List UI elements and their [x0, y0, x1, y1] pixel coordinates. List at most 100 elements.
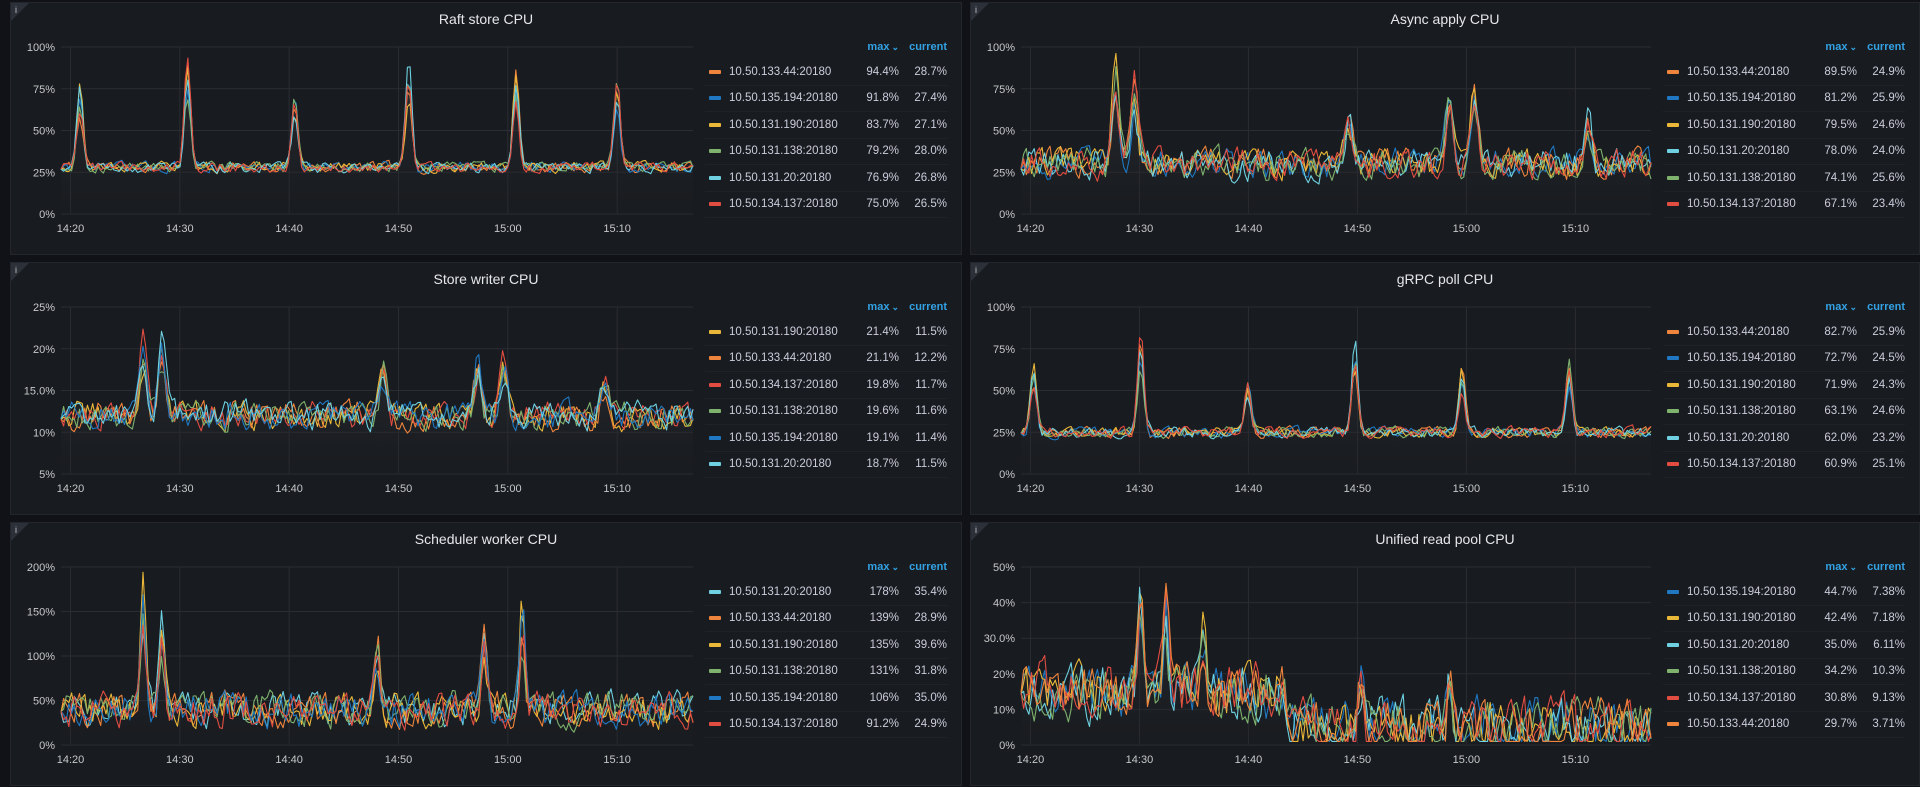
series-color-swatch[interactable] — [1667, 722, 1679, 727]
series-color-swatch[interactable] — [1667, 382, 1679, 387]
legend-series-name[interactable]: 10.50.131.138:20180 — [729, 665, 838, 678]
panel-title[interactable]: gRPC poll CPU — [1396, 271, 1494, 287]
series-color-swatch[interactable] — [709, 175, 721, 180]
series-color-swatch[interactable] — [709, 356, 721, 361]
legend-item[interactable]: 10.50.133.44:20180 29.7% 3.71% — [1663, 712, 1905, 738]
legend-item[interactable]: 10.50.131.20:20180 76.9% 26.8% — [705, 165, 947, 192]
legend-item[interactable]: 10.50.131.190:20180 135% 39.6% — [705, 632, 947, 659]
series-color-swatch[interactable] — [709, 722, 721, 727]
legend-series-name[interactable]: 10.50.131.138:20180 — [1687, 171, 1796, 184]
info-icon[interactable]: i — [971, 523, 989, 541]
graph[interactable]: 5% 10% 15.0% 20% 25% 14:20 14:30 14:40 14:50 15:0… — [11, 263, 963, 516]
legend-series-name[interactable]: 10.50.131.190:20180 — [729, 118, 838, 131]
series-color-swatch[interactable] — [709, 69, 721, 74]
series-color-swatch[interactable] — [709, 329, 721, 334]
info-icon[interactable]: i — [971, 3, 989, 21]
legend-item[interactable]: 10.50.134.137:20180 30.8% 9.13% — [1663, 685, 1905, 712]
series-color-swatch[interactable] — [709, 382, 721, 387]
legend-series-name[interactable]: 10.50.133.44:20180 — [729, 65, 832, 78]
legend-item[interactable]: 10.50.134.137:20180 75.0% 26.5% — [705, 192, 947, 218]
series-color-swatch[interactable] — [709, 616, 721, 621]
legend-item[interactable]: 10.50.133.44:20180 139% 28.9% — [705, 606, 947, 632]
legend-series-name[interactable]: 10.50.131.20:20180 — [729, 585, 832, 598]
graph[interactable]: 0% 25% 50% 75% 100% 14:20 14:30 14:40 14:50 15:00… — [971, 263, 1920, 516]
legend-sort-max[interactable]: max ⌄ — [1807, 41, 1857, 53]
legend-item[interactable]: 10.50.133.44:20180 82.7% 25.9% — [1663, 319, 1905, 346]
legend-series-name[interactable]: 10.50.133.44:20180 — [1687, 325, 1790, 338]
series-color-swatch[interactable] — [1667, 642, 1679, 647]
series-color-swatch[interactable] — [1667, 202, 1679, 207]
legend-item[interactable]: 10.50.135.194:20180 72.7% 24.5% — [1663, 346, 1905, 372]
legend-series-name[interactable]: 10.50.135.194:20180 — [1687, 352, 1796, 365]
series-color-swatch[interactable] — [709, 589, 721, 594]
series-color-swatch[interactable] — [709, 642, 721, 647]
series-color-swatch[interactable] — [1667, 122, 1679, 127]
legend-series-name[interactable]: 10.50.135.194:20180 — [1687, 585, 1796, 598]
legend-item[interactable]: 10.50.131.190:20180 71.9% 24.3% — [1663, 372, 1905, 399]
legend-sort-current[interactable]: current — [909, 561, 947, 573]
legend-item[interactable]: 10.50.133.44:20180 94.4% 28.7% — [705, 59, 947, 86]
legend-sort-max[interactable]: max ⌄ — [1807, 301, 1857, 313]
legend-series-name[interactable]: 10.50.134.137:20180 — [1687, 458, 1796, 471]
legend-series-name[interactable]: 10.50.131.190:20180 — [1687, 118, 1796, 131]
legend-sort-max[interactable]: max ⌄ — [1807, 561, 1857, 573]
info-icon[interactable]: i — [11, 3, 29, 21]
info-icon[interactable]: i — [11, 523, 29, 541]
series-color-swatch[interactable] — [709, 149, 721, 154]
legend-series-name[interactable]: 10.50.131.138:20180 — [729, 405, 838, 418]
graph[interactable]: 0% 25% 50% 75% 100% 14:20 14:30 14:40 14:50 15:00… — [971, 3, 1920, 256]
legend-series-name[interactable]: 10.50.131.190:20180 — [729, 325, 838, 338]
legend-item[interactable]: 10.50.135.194:20180 19.1% 11.4% — [705, 425, 947, 452]
legend-series-name[interactable]: 10.50.135.194:20180 — [729, 691, 838, 704]
legend-series-name[interactable]: 10.50.131.138:20180 — [729, 145, 838, 158]
series-color-swatch[interactable] — [1667, 669, 1679, 674]
legend-series-name[interactable]: 10.50.131.20:20180 — [729, 458, 832, 471]
legend-sort-max[interactable]: max ⌄ — [849, 301, 899, 313]
legend-series-name[interactable]: 10.50.131.190:20180 — [1687, 612, 1796, 625]
legend-item[interactable]: 10.50.131.138:20180 34.2% 10.3% — [1663, 659, 1905, 685]
legend-item[interactable]: 10.50.135.194:20180 91.8% 27.4% — [705, 86, 947, 112]
series-color-swatch[interactable] — [709, 669, 721, 674]
legend-item[interactable]: 10.50.131.20:20180 35.0% 6.11% — [1663, 632, 1905, 659]
legend-item[interactable]: 10.50.133.44:20180 89.5% 24.9% — [1663, 59, 1905, 86]
series-color-swatch[interactable] — [709, 435, 721, 440]
series-color-swatch[interactable] — [1667, 149, 1679, 154]
series-color-swatch[interactable] — [1667, 175, 1679, 180]
legend-item[interactable]: 10.50.131.190:20180 21.4% 11.5% — [705, 319, 947, 346]
legend-series-name[interactable]: 10.50.131.138:20180 — [1687, 665, 1796, 678]
info-icon[interactable]: i — [971, 263, 989, 281]
legend-item[interactable]: 10.50.131.190:20180 79.5% 24.6% — [1663, 112, 1905, 139]
legend-series-name[interactable]: 10.50.131.20:20180 — [1687, 431, 1790, 444]
legend-series-name[interactable]: 10.50.131.20:20180 — [729, 171, 832, 184]
legend-series-name[interactable]: 10.50.131.20:20180 — [1687, 145, 1790, 158]
series-color-swatch[interactable] — [1667, 409, 1679, 414]
legend-item[interactable]: 10.50.131.138:20180 131% 31.8% — [705, 659, 947, 685]
legend-item[interactable]: 10.50.131.138:20180 74.1% 25.6% — [1663, 165, 1905, 192]
legend-series-name[interactable]: 10.50.134.137:20180 — [729, 718, 838, 731]
legend-series-name[interactable]: 10.50.131.190:20180 — [729, 638, 838, 651]
legend-series-name[interactable]: 10.50.134.137:20180 — [1687, 198, 1796, 211]
legend-item[interactable]: 10.50.135.194:20180 44.7% 7.38% — [1663, 579, 1905, 606]
legend-series-name[interactable]: 10.50.133.44:20180 — [729, 352, 832, 365]
legend-series-name[interactable]: 10.50.134.137:20180 — [729, 198, 838, 211]
series-color-swatch[interactable] — [1667, 329, 1679, 334]
legend-sort-current[interactable]: current — [909, 301, 947, 313]
series-color-swatch[interactable] — [709, 462, 721, 467]
series-color-swatch[interactable] — [1667, 695, 1679, 700]
legend-series-name[interactable]: 10.50.131.138:20180 — [1687, 405, 1796, 418]
legend-item[interactable]: 10.50.131.20:20180 18.7% 11.5% — [705, 452, 947, 478]
series-color-swatch[interactable] — [1667, 69, 1679, 74]
legend-item[interactable]: 10.50.135.194:20180 106% 35.0% — [705, 685, 947, 712]
legend-series-name[interactable]: 10.50.133.44:20180 — [1687, 718, 1790, 731]
series-color-swatch[interactable] — [1667, 435, 1679, 440]
legend-series-name[interactable]: 10.50.131.190:20180 — [1687, 378, 1796, 391]
legend-item[interactable]: 10.50.131.190:20180 42.4% 7.18% — [1663, 606, 1905, 632]
graph[interactable]: 0% 10% 20% 30.0% 40% 50% 14:20 14:30 14:40 14:50 1… — [971, 523, 1920, 787]
series-color-swatch[interactable] — [709, 409, 721, 414]
legend-sort-current[interactable]: current — [1867, 41, 1905, 53]
legend-series-name[interactable]: 10.50.134.137:20180 — [729, 378, 838, 391]
legend-item[interactable]: 10.50.131.138:20180 79.2% 28.0% — [705, 139, 947, 165]
legend-item[interactable]: 10.50.133.44:20180 21.1% 12.2% — [705, 346, 947, 372]
legend-item[interactable]: 10.50.134.137:20180 67.1% 23.4% — [1663, 192, 1905, 218]
panel-title[interactable]: Unified read pool CPU — [1375, 531, 1515, 547]
